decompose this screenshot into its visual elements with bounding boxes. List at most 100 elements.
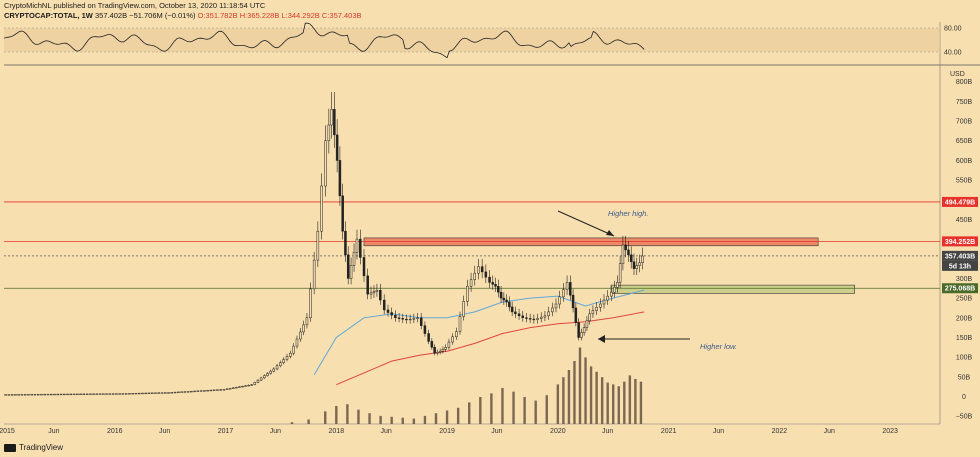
candle-body [263, 375, 266, 379]
candle-body [386, 309, 390, 313]
candle-body [17, 394, 20, 396]
candle-body [275, 365, 279, 370]
candle-body [539, 316, 543, 319]
volume-bar [423, 415, 427, 424]
volume-bar [639, 381, 643, 424]
volume-bar [595, 371, 598, 424]
candle-body [121, 393, 125, 395]
volume-bar [379, 415, 382, 424]
candle-body [173, 391, 177, 394]
volume-bar [357, 409, 360, 424]
tradingview-logo[interactable]: TradingView [4, 443, 63, 452]
y-unit-label: USD [950, 71, 965, 78]
candle-body [565, 282, 569, 290]
y-tick: 200B [956, 315, 973, 322]
symbol[interactable]: CRYPTOCAP:TOTAL, 1W [4, 11, 93, 20]
candle-body [92, 393, 95, 395]
candle-body [292, 345, 295, 354]
y-tick: 150B [956, 335, 973, 342]
candle-body [279, 362, 282, 367]
level-badge [942, 283, 978, 294]
volume-bar [324, 411, 327, 424]
candle-body [447, 341, 451, 348]
candle-body [341, 195, 344, 232]
candle-body [379, 289, 382, 301]
candle-body [641, 255, 644, 263]
tradingview-brand: TradingView [19, 443, 64, 452]
volume-bar [545, 395, 548, 424]
candle-body [131, 393, 134, 395]
rsi-band [4, 28, 940, 52]
volume-bar [567, 370, 571, 424]
candle-body [285, 356, 289, 360]
ohlc-high: H:365.228B [239, 11, 280, 20]
candle-body [438, 350, 442, 353]
y-tick: 750B [956, 99, 973, 106]
candle-body [423, 325, 427, 334]
volume-bar [335, 406, 338, 424]
publish-line: CryptoMichNL published on TradingView.co… [4, 1, 266, 10]
candle-body [66, 393, 69, 396]
candle-body [427, 333, 430, 342]
chart-canvas[interactable]: 80.0040.00USD800B750B700B650B600B550B500… [0, 0, 980, 440]
candle-body [394, 314, 397, 319]
candle-body [359, 238, 362, 258]
candle-body [259, 377, 263, 381]
candle-body [473, 272, 477, 281]
candle-body [595, 307, 598, 311]
countdown-badge [942, 260, 978, 271]
candle-body [499, 291, 503, 299]
candle-body [610, 291, 613, 297]
ohlc-low: L:344.292B [281, 11, 320, 20]
tradingview-logo-icon [4, 443, 16, 452]
candle-body [412, 318, 416, 320]
volume-bar [445, 410, 449, 424]
candle-body [147, 392, 151, 394]
candle-body [49, 393, 53, 396]
resistance-zone [363, 237, 819, 247]
candle-body [238, 386, 241, 388]
candle-body [154, 392, 157, 394]
y-tick: 50B [958, 374, 971, 381]
candle-body [299, 331, 302, 340]
symbol-line: CRYPTOCAP:TOTAL, 1W 357.402B −51.706M (−… [4, 11, 362, 20]
candle-body [183, 391, 187, 393]
candle-body [466, 286, 469, 302]
candle-body [491, 282, 495, 285]
candle-body [115, 393, 118, 395]
chart-header: CryptoMichNL published on TradingView.co… [0, 0, 980, 22]
arrow-head-higher-low [598, 335, 605, 343]
candle-body [349, 265, 353, 279]
ohlc-close: C:357.403B [321, 11, 362, 20]
ma-blue-line [313, 289, 645, 376]
volume-bar [562, 377, 565, 424]
candle-body [494, 284, 497, 287]
volume-bar [589, 366, 593, 424]
candle-body [282, 359, 285, 363]
candle-body [164, 392, 167, 394]
candle-body [14, 394, 17, 396]
candle-body [638, 262, 641, 266]
volume-bar [479, 397, 482, 424]
candle-body [7, 394, 11, 396]
level-badge-label: 394.252B [945, 239, 975, 246]
rsi-line [3, 22, 645, 59]
candle-body [627, 249, 630, 256]
candle-body [375, 289, 379, 292]
candle-body [124, 393, 128, 395]
x-tick: 2018 [329, 428, 345, 435]
footer: TradingView [0, 440, 980, 457]
candle-body [30, 394, 33, 396]
x-tick: Jun [48, 428, 59, 435]
candle-body [606, 295, 609, 301]
candle-body [521, 315, 525, 319]
candle-body [10, 394, 14, 396]
candle-body [517, 313, 521, 317]
candle-body [150, 392, 154, 394]
candle-body [397, 317, 401, 319]
candle-body [632, 261, 636, 269]
candle-body [231, 387, 235, 389]
candle-body [405, 318, 408, 321]
candle-body [222, 389, 226, 391]
candle-body [4, 394, 7, 396]
